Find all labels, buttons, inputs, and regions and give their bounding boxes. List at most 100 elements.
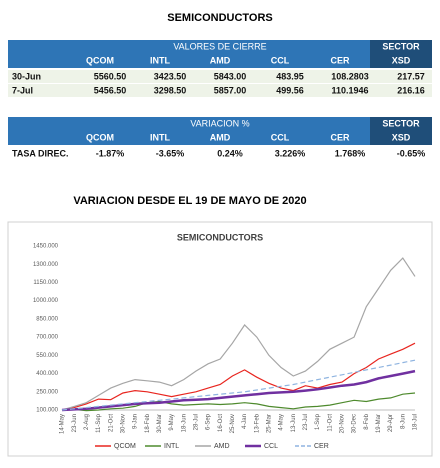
cell: 5560.50 xyxy=(94,71,127,81)
column-header: XSD xyxy=(392,132,411,142)
cell: 108.2803 xyxy=(331,71,369,81)
legend-label: CCL xyxy=(264,443,278,450)
y-tick-label: 1300.000 xyxy=(33,262,59,268)
x-tick-label: 28-Jul xyxy=(193,414,199,430)
column-header: AMD xyxy=(210,55,231,65)
x-tick-label: 23-Jun xyxy=(72,414,78,432)
table-header: VARIACION % xyxy=(190,118,249,128)
x-tick-label: 9-Jan xyxy=(133,414,139,429)
cell: 3298.50 xyxy=(154,85,187,95)
x-tick-label: 30-Mar xyxy=(157,414,163,433)
x-tick-label: 14-May xyxy=(60,414,66,434)
x-tick-label: 29-Apr xyxy=(388,414,394,432)
x-tick-label: 8-Feb xyxy=(364,413,370,429)
x-tick-label: 1-Sep xyxy=(315,413,321,430)
chart-frame xyxy=(7,221,433,457)
cell: 483.95 xyxy=(276,71,304,81)
x-tick-label: 18-Feb xyxy=(145,413,151,433)
sector-header: SECTOR xyxy=(382,118,420,128)
x-tick-label: 16-Oct xyxy=(218,414,224,432)
cell: 0.24% xyxy=(217,148,243,158)
x-tick-label: 20-Nov xyxy=(340,414,346,433)
x-tick-label: 19-Mar xyxy=(376,414,382,433)
x-tick-label: 21-Oct xyxy=(108,414,114,432)
column-header: XSD xyxy=(392,55,411,65)
x-tick-label: 18-Jul xyxy=(413,414,419,430)
column-header: CER xyxy=(330,132,350,142)
cell: 3423.50 xyxy=(154,71,187,81)
legend-label: AMD xyxy=(214,443,230,450)
series-line xyxy=(61,257,416,411)
series-line xyxy=(61,342,416,411)
x-tick-label: 4-Jan xyxy=(242,414,248,429)
y-tick-label: 100.000 xyxy=(36,408,58,414)
cell: TASA DIREC. xyxy=(12,148,69,158)
chart-title: SEMICONDUCTORS xyxy=(177,232,263,242)
cell: 3.226% xyxy=(275,148,306,158)
column-header: AMD xyxy=(210,132,231,142)
x-tick-label: 11-Sep xyxy=(96,413,102,433)
column-header: CCL xyxy=(271,132,290,142)
x-tick-label: 11-Oct xyxy=(327,414,333,432)
series-line xyxy=(61,359,416,411)
x-tick-label: 6-Sep xyxy=(206,413,212,430)
row-band xyxy=(8,147,432,160)
y-tick-label: 850.000 xyxy=(36,316,58,322)
cell: 1.768% xyxy=(335,148,366,158)
chart-heading: VARIACION DESDE EL 19 DE MAYO DE 2020 xyxy=(73,195,306,207)
column-header: QCOM xyxy=(86,132,114,142)
table-header: VALORES DE CIERRE xyxy=(173,41,266,51)
header-band xyxy=(8,117,370,145)
x-tick-label: 18-Jun xyxy=(181,414,187,432)
y-tick-label: 1000.000 xyxy=(33,298,59,304)
y-tick-label: 250.000 xyxy=(36,389,58,395)
cell: 7-Jul xyxy=(12,85,33,95)
sector-header: SECTOR xyxy=(382,41,420,51)
y-tick-label: 1450.000 xyxy=(33,244,59,250)
header-band xyxy=(8,40,370,68)
x-tick-label: 23-Jul xyxy=(303,414,309,430)
x-tick-label: 4-May xyxy=(279,414,285,431)
cell: 216.16 xyxy=(397,85,425,95)
page-title: SEMICONDUCTORS xyxy=(167,12,273,24)
y-tick-label: 550.000 xyxy=(36,353,58,359)
x-tick-label: 25-Mar xyxy=(267,414,273,433)
y-tick-label: 700.000 xyxy=(36,335,58,341)
x-tick-label: 30-Nov xyxy=(120,414,126,433)
x-tick-label: 9-May xyxy=(169,414,175,431)
cell: -1.87% xyxy=(96,148,125,158)
cell: 30-Jun xyxy=(12,71,41,81)
x-tick-label: 13-Feb xyxy=(254,413,260,433)
cell: 5843.00 xyxy=(214,71,247,81)
x-tick-label: 25-Nov xyxy=(230,414,236,433)
cell: 217.57 xyxy=(397,71,425,81)
row-band xyxy=(8,84,432,97)
column-header: INTL xyxy=(150,132,170,142)
column-header: QCOM xyxy=(86,55,114,65)
y-tick-label: 400.000 xyxy=(36,371,58,377)
legend-label: INTL xyxy=(164,443,179,450)
column-header: CER xyxy=(330,55,350,65)
x-tick-label: 30-Dec xyxy=(352,414,358,433)
cell: 5857.00 xyxy=(214,85,247,95)
cell: -3.65% xyxy=(156,148,185,158)
x-tick-label: 8-Jun xyxy=(400,414,406,429)
column-header: INTL xyxy=(150,55,170,65)
cell: 110.1946 xyxy=(331,85,368,95)
legend-label: QCOM xyxy=(114,443,136,450)
legend-label: CER xyxy=(314,443,329,450)
x-tick-label: 2-Aug xyxy=(84,414,90,430)
cell: 5456.50 xyxy=(94,85,127,95)
cell: -0.65% xyxy=(397,148,426,158)
x-tick-label: 13-Jun xyxy=(291,414,297,432)
series-line xyxy=(61,369,416,412)
y-tick-label: 1150.000 xyxy=(33,280,58,286)
column-header: CCL xyxy=(271,55,290,65)
sector-band xyxy=(370,40,432,68)
row-band xyxy=(8,70,432,83)
series-line xyxy=(61,392,416,412)
sector-band xyxy=(370,117,432,145)
cell: 499.56 xyxy=(276,85,304,95)
